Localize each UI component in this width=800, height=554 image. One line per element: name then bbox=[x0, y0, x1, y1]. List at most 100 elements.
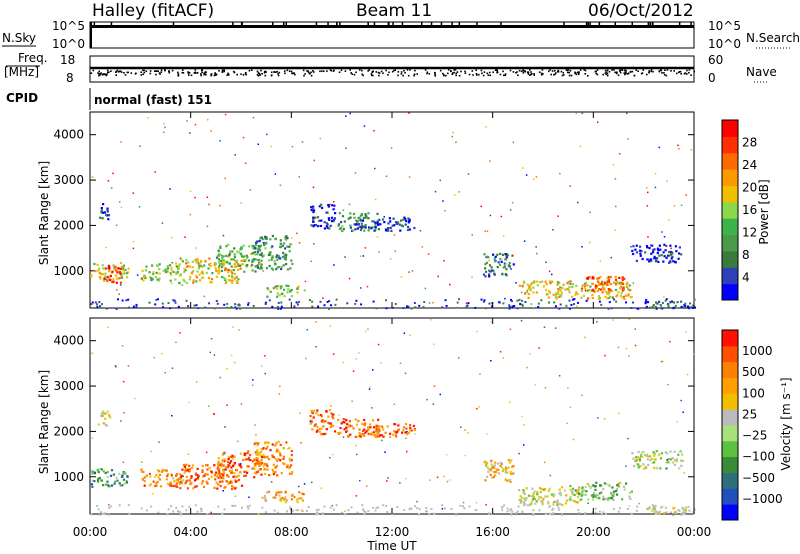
nave-mark bbox=[443, 74, 445, 77]
data-cell bbox=[246, 256, 249, 259]
data-cell bbox=[230, 269, 233, 272]
data-cell bbox=[509, 328, 512, 331]
data-cell bbox=[677, 144, 679, 147]
data-cell bbox=[669, 511, 672, 514]
data-cell bbox=[120, 475, 124, 478]
nave-mark bbox=[439, 69, 442, 72]
data-cell bbox=[444, 210, 446, 212]
data-cell bbox=[653, 466, 656, 469]
data-cell bbox=[148, 472, 151, 475]
nave-mark bbox=[308, 72, 311, 75]
data-cell bbox=[244, 474, 248, 477]
data-cell bbox=[441, 504, 444, 507]
data-cell bbox=[196, 476, 200, 479]
data-cell bbox=[437, 275, 439, 278]
data-cell bbox=[362, 225, 366, 228]
data-cell bbox=[290, 472, 293, 475]
data-cell bbox=[356, 220, 359, 223]
data-cell bbox=[201, 464, 204, 468]
y-tick-label: 2000 bbox=[53, 218, 84, 232]
data-cell bbox=[269, 253, 272, 256]
data-cell bbox=[115, 274, 118, 277]
data-cell bbox=[523, 504, 526, 507]
data-cell bbox=[94, 301, 97, 304]
data-cell bbox=[373, 130, 375, 132]
data-cell bbox=[507, 458, 510, 462]
station-title: Halley (fitACF) bbox=[92, 1, 214, 21]
data-cell bbox=[329, 425, 332, 428]
nave-mark bbox=[496, 69, 498, 71]
nave-mark bbox=[153, 70, 156, 72]
nave-mark bbox=[221, 71, 224, 73]
beam-title: Beam 11 bbox=[356, 1, 432, 21]
colorbar-swatch bbox=[722, 345, 738, 363]
nave-mark bbox=[648, 71, 650, 73]
nave-mark bbox=[371, 74, 373, 77]
data-cell bbox=[393, 423, 396, 426]
data-cell bbox=[596, 493, 599, 496]
data-cell bbox=[308, 299, 311, 302]
data-cell bbox=[217, 249, 220, 252]
data-cell bbox=[165, 469, 168, 472]
data-cell bbox=[575, 291, 578, 294]
data-cell bbox=[557, 506, 560, 509]
nave-mark bbox=[531, 73, 533, 75]
data-cell bbox=[126, 276, 129, 279]
data-cell bbox=[271, 454, 274, 457]
nsky-mark bbox=[587, 22, 589, 28]
data-cell bbox=[226, 474, 229, 477]
data-cell bbox=[171, 262, 173, 264]
nave-mark bbox=[611, 69, 613, 71]
nave-mark bbox=[627, 73, 629, 75]
data-cell bbox=[181, 260, 184, 263]
data-cell bbox=[200, 271, 203, 274]
data-cell bbox=[99, 468, 102, 471]
data-cell bbox=[376, 219, 379, 222]
data-cell bbox=[651, 244, 654, 247]
data-cell bbox=[482, 300, 485, 303]
data-cell bbox=[598, 287, 601, 291]
nave-mark bbox=[487, 74, 490, 76]
data-cell bbox=[675, 458, 678, 461]
data-cell bbox=[276, 258, 279, 261]
data-cell bbox=[174, 262, 178, 265]
data-cell bbox=[185, 299, 188, 302]
data-cell bbox=[279, 239, 282, 242]
data-cell bbox=[115, 476, 118, 479]
data-cell bbox=[220, 465, 223, 468]
data-cell bbox=[322, 420, 325, 423]
data-cell bbox=[582, 294, 586, 297]
data-cell bbox=[400, 224, 403, 227]
data-cell bbox=[231, 279, 234, 282]
data-cell bbox=[471, 234, 473, 236]
data-cell bbox=[535, 176, 538, 178]
data-cell bbox=[279, 454, 282, 457]
data-cell bbox=[266, 133, 268, 136]
colorbar-tick-label: 12 bbox=[742, 226, 757, 240]
data-cell bbox=[274, 470, 277, 473]
data-cell bbox=[364, 226, 367, 229]
data-cell bbox=[247, 450, 250, 453]
data-cell bbox=[341, 511, 344, 514]
data-cell bbox=[102, 267, 105, 270]
data-cell bbox=[187, 453, 190, 455]
data-cell bbox=[267, 253, 270, 257]
data-cell bbox=[182, 479, 185, 482]
data-cell bbox=[400, 276, 403, 278]
data-cell bbox=[309, 420, 312, 423]
data-cell bbox=[671, 252, 674, 255]
data-cell bbox=[136, 274, 139, 276]
data-cell bbox=[175, 479, 178, 482]
data-cell bbox=[251, 260, 254, 263]
data-cell bbox=[175, 506, 178, 509]
data-cell bbox=[310, 206, 313, 209]
data-cell bbox=[321, 206, 324, 209]
data-cell bbox=[653, 255, 656, 258]
data-cell bbox=[319, 300, 322, 303]
nave-mark bbox=[596, 73, 599, 76]
nave-mark bbox=[402, 74, 404, 77]
data-cell bbox=[223, 460, 226, 463]
data-cell bbox=[252, 305, 255, 307]
data-cell bbox=[107, 513, 110, 516]
data-cell bbox=[291, 237, 293, 239]
